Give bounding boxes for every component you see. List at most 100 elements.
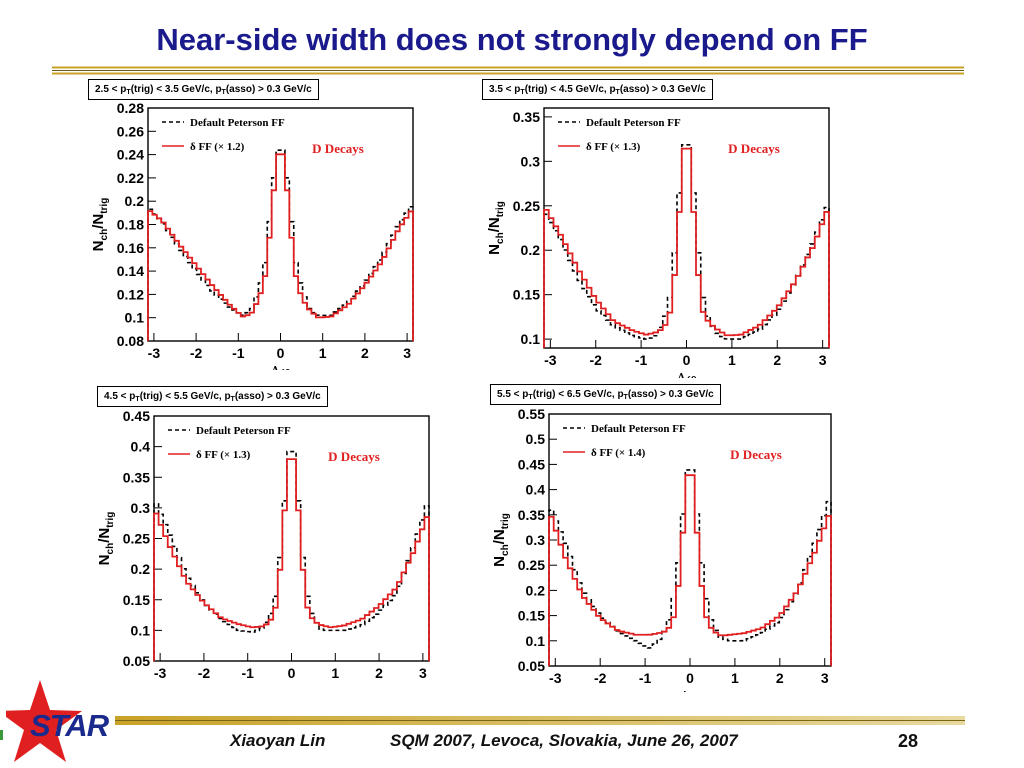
- x-tick-label: -3: [549, 670, 562, 686]
- annotation-d-decays: D Decays: [328, 449, 380, 464]
- y-tick-label: 0.24: [117, 147, 144, 163]
- y-tick-label: 0.15: [513, 287, 540, 303]
- y-tick-label: 0.15: [123, 592, 150, 608]
- footer-conference: SQM 2007, Levoca, Slovakia, June 26, 200…: [390, 731, 738, 750]
- y-axis-label: Nch/Ntrig: [90, 198, 110, 252]
- condition-label-2: 3.5 < pT(trig) < 4.5 GeV/c, pT(asso) > 0…: [482, 79, 713, 100]
- chart-panel-3: 0.05 0.1 0.15 0.2 0.25 0.3 0.35 0.4 0.45 -3 -2 -1 0 1…: [88, 386, 434, 686]
- annotation-d-decays: D Decays: [730, 447, 782, 462]
- x-tick-label: 1: [731, 670, 739, 686]
- x-tick-label: 0: [683, 352, 691, 368]
- x-tick-label: 1: [319, 345, 327, 361]
- legend-label: Default Peterson FF: [586, 117, 681, 129]
- y-tick-label: 0.25: [123, 531, 150, 547]
- y-axis-label: Nch/Ntrig: [491, 513, 511, 567]
- x-tick-label: 2: [773, 352, 781, 368]
- y-axis-label: Nch/Ntrig: [486, 201, 506, 255]
- x-tick-label: 1: [728, 352, 736, 368]
- legend-label: Default Peterson FF: [196, 425, 291, 437]
- x-tick-label: -2: [590, 352, 603, 368]
- x-tick-label: 0: [288, 665, 296, 681]
- x-tick-label: -1: [241, 665, 254, 681]
- footer-author: Xiaoyan Lin: [230, 731, 326, 750]
- condition-label-3: 4.5 < pT(trig) < 5.5 GeV/c, pT(asso) > 0…: [97, 386, 328, 407]
- y-tick-label: 0.2: [125, 193, 145, 209]
- y-tick-label: 0.15: [518, 608, 545, 624]
- y-tick-label: 0.1: [521, 331, 541, 347]
- x-tick-label: -3: [154, 665, 167, 681]
- x-tick-label: -2: [190, 345, 203, 361]
- y-tick-label: 0.5: [526, 431, 546, 447]
- y-tick-label: 0.1: [125, 310, 145, 326]
- corner-marker: [0, 730, 3, 740]
- page-number: 28: [898, 731, 919, 751]
- x-tick-label: 2: [776, 670, 784, 686]
- star-logo-icon: [6, 680, 82, 762]
- x-axis-label: Δφ: [679, 688, 700, 692]
- legend-label: Default Peterson FF: [190, 117, 285, 129]
- chart-panel-1: 0.08 0.1 0.12 0.14 0.16 0.18 0.2 0.22 0.24 0.26 0.…: [78, 78, 418, 370]
- annotation-d-decays: D Decays: [312, 141, 364, 156]
- star-logo-text: STAR: [30, 708, 109, 743]
- y-tick-label: 0.4: [526, 482, 546, 498]
- chart-svg: 0.1 0.15 0.2 0.25 0.3 0.35 -3 -2 -1 0 1 2 3 Δφ Nch/Ntr…: [486, 107, 830, 378]
- y-tick-label: 0.35: [123, 469, 150, 485]
- x-tick-label: 3: [819, 352, 827, 368]
- y-tick-label: 0.4: [131, 439, 151, 455]
- chart-svg: 0.05 0.1 0.15 0.2 0.25 0.3 0.35 0.4 0.45 -3 -2 -1 0 1…: [96, 408, 430, 686]
- condition-label-1: 2.5 < pT(trig) < 3.5 GeV/c, pT(asso) > 0…: [88, 79, 319, 100]
- y-tick-label: 0.14: [117, 263, 144, 279]
- chart-panel-4: 0.05 0.1 0.15 0.2 0.25 0.3 0.35 0.4 0.45 0.5 0.55 -…: [474, 384, 836, 692]
- y-tick-label: 0.26: [117, 123, 144, 139]
- x-tick-label: 1: [331, 665, 339, 681]
- y-tick-label: 0.35: [513, 109, 540, 125]
- y-tick-label: 0.25: [518, 557, 545, 573]
- x-tick-label: 2: [375, 665, 383, 681]
- y-axis-label: Nch/Ntrig: [96, 512, 116, 566]
- x-tick-label: -2: [198, 665, 211, 681]
- x-axis-label: Δφ: [676, 370, 697, 378]
- y-tick-label: 0.3: [526, 532, 546, 548]
- y-tick-label: 0.25: [513, 198, 540, 214]
- chart-svg: 0.05 0.1 0.15 0.2 0.25 0.3 0.35 0.4 0.45 0.5 0.55 -…: [491, 406, 832, 692]
- y-tick-label: 0.28: [117, 100, 144, 116]
- x-tick-label: -1: [635, 352, 648, 368]
- condition-label-4: 5.5 < pT(trig) < 6.5 GeV/c, pT(asso) > 0…: [490, 384, 721, 405]
- y-tick-label: 0.1: [131, 622, 151, 638]
- chart-svg: 0.08 0.1 0.12 0.14 0.16 0.18 0.2 0.22 0.24 0.26 0.…: [90, 100, 414, 370]
- y-tick-label: 0.2: [526, 582, 546, 598]
- x-tick-label: -3: [148, 345, 161, 361]
- legend-label: δ FF (× 1.3): [196, 449, 251, 461]
- x-tick-label: 0: [686, 670, 694, 686]
- x-tick-label: 0: [277, 345, 285, 361]
- legend-label: δ FF (× 1.3): [586, 141, 641, 153]
- slide-title: Near-side width does not strongly depend…: [156, 22, 868, 57]
- x-tick-label: -2: [594, 670, 607, 686]
- series-delta-line: [153, 458, 430, 661]
- y-tick-label: 0.3: [521, 153, 541, 169]
- y-tick-label: 0.22: [117, 170, 144, 186]
- y-tick-label: 0.1: [526, 633, 546, 649]
- y-tick-label: 0.2: [521, 242, 541, 258]
- x-tick-label: -1: [639, 670, 652, 686]
- series-peterson-line: [147, 149, 414, 341]
- series-delta-line: [543, 147, 830, 348]
- series-delta-line: [548, 474, 832, 666]
- x-tick-label: 3: [419, 665, 427, 681]
- y-tick-label: 0.3: [131, 500, 151, 516]
- x-tick-label: -3: [544, 352, 557, 368]
- y-tick-label: 0.08: [117, 333, 144, 349]
- y-tick-label: 0.05: [518, 658, 545, 674]
- x-tick-label: -1: [232, 345, 245, 361]
- y-tick-label: 0.55: [518, 406, 545, 422]
- y-tick-label: 0.18: [117, 217, 144, 233]
- annotation-d-decays: D Decays: [728, 141, 780, 156]
- legend-label: δ FF (× 1.2): [190, 141, 245, 153]
- legend-label: δ FF (× 1.4): [591, 447, 646, 459]
- title-underline: [52, 66, 964, 75]
- series-peterson-line: [543, 144, 830, 348]
- x-axis-label: Δφ: [270, 363, 291, 370]
- y-tick-label: 0.2: [131, 561, 151, 577]
- x-tick-label: 2: [361, 345, 369, 361]
- series-peterson-line: [548, 469, 832, 666]
